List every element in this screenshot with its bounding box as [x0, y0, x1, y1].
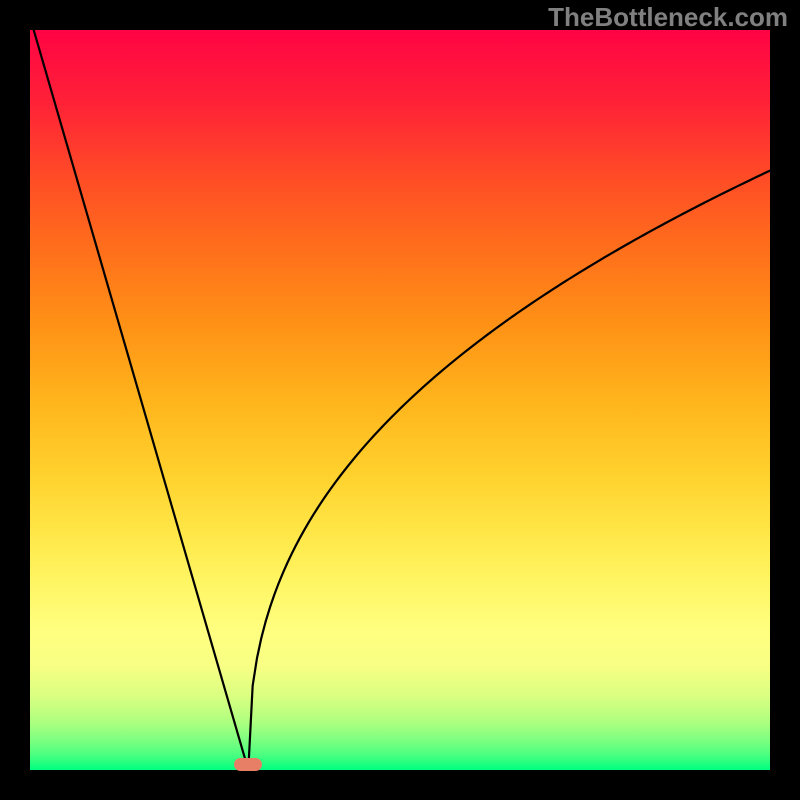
bottleneck-curve — [30, 30, 770, 770]
plot-area — [30, 30, 770, 770]
optimal-marker — [234, 758, 262, 771]
chart-container: TheBottleneck.com — [0, 0, 800, 800]
watermark-text: TheBottleneck.com — [548, 2, 788, 33]
